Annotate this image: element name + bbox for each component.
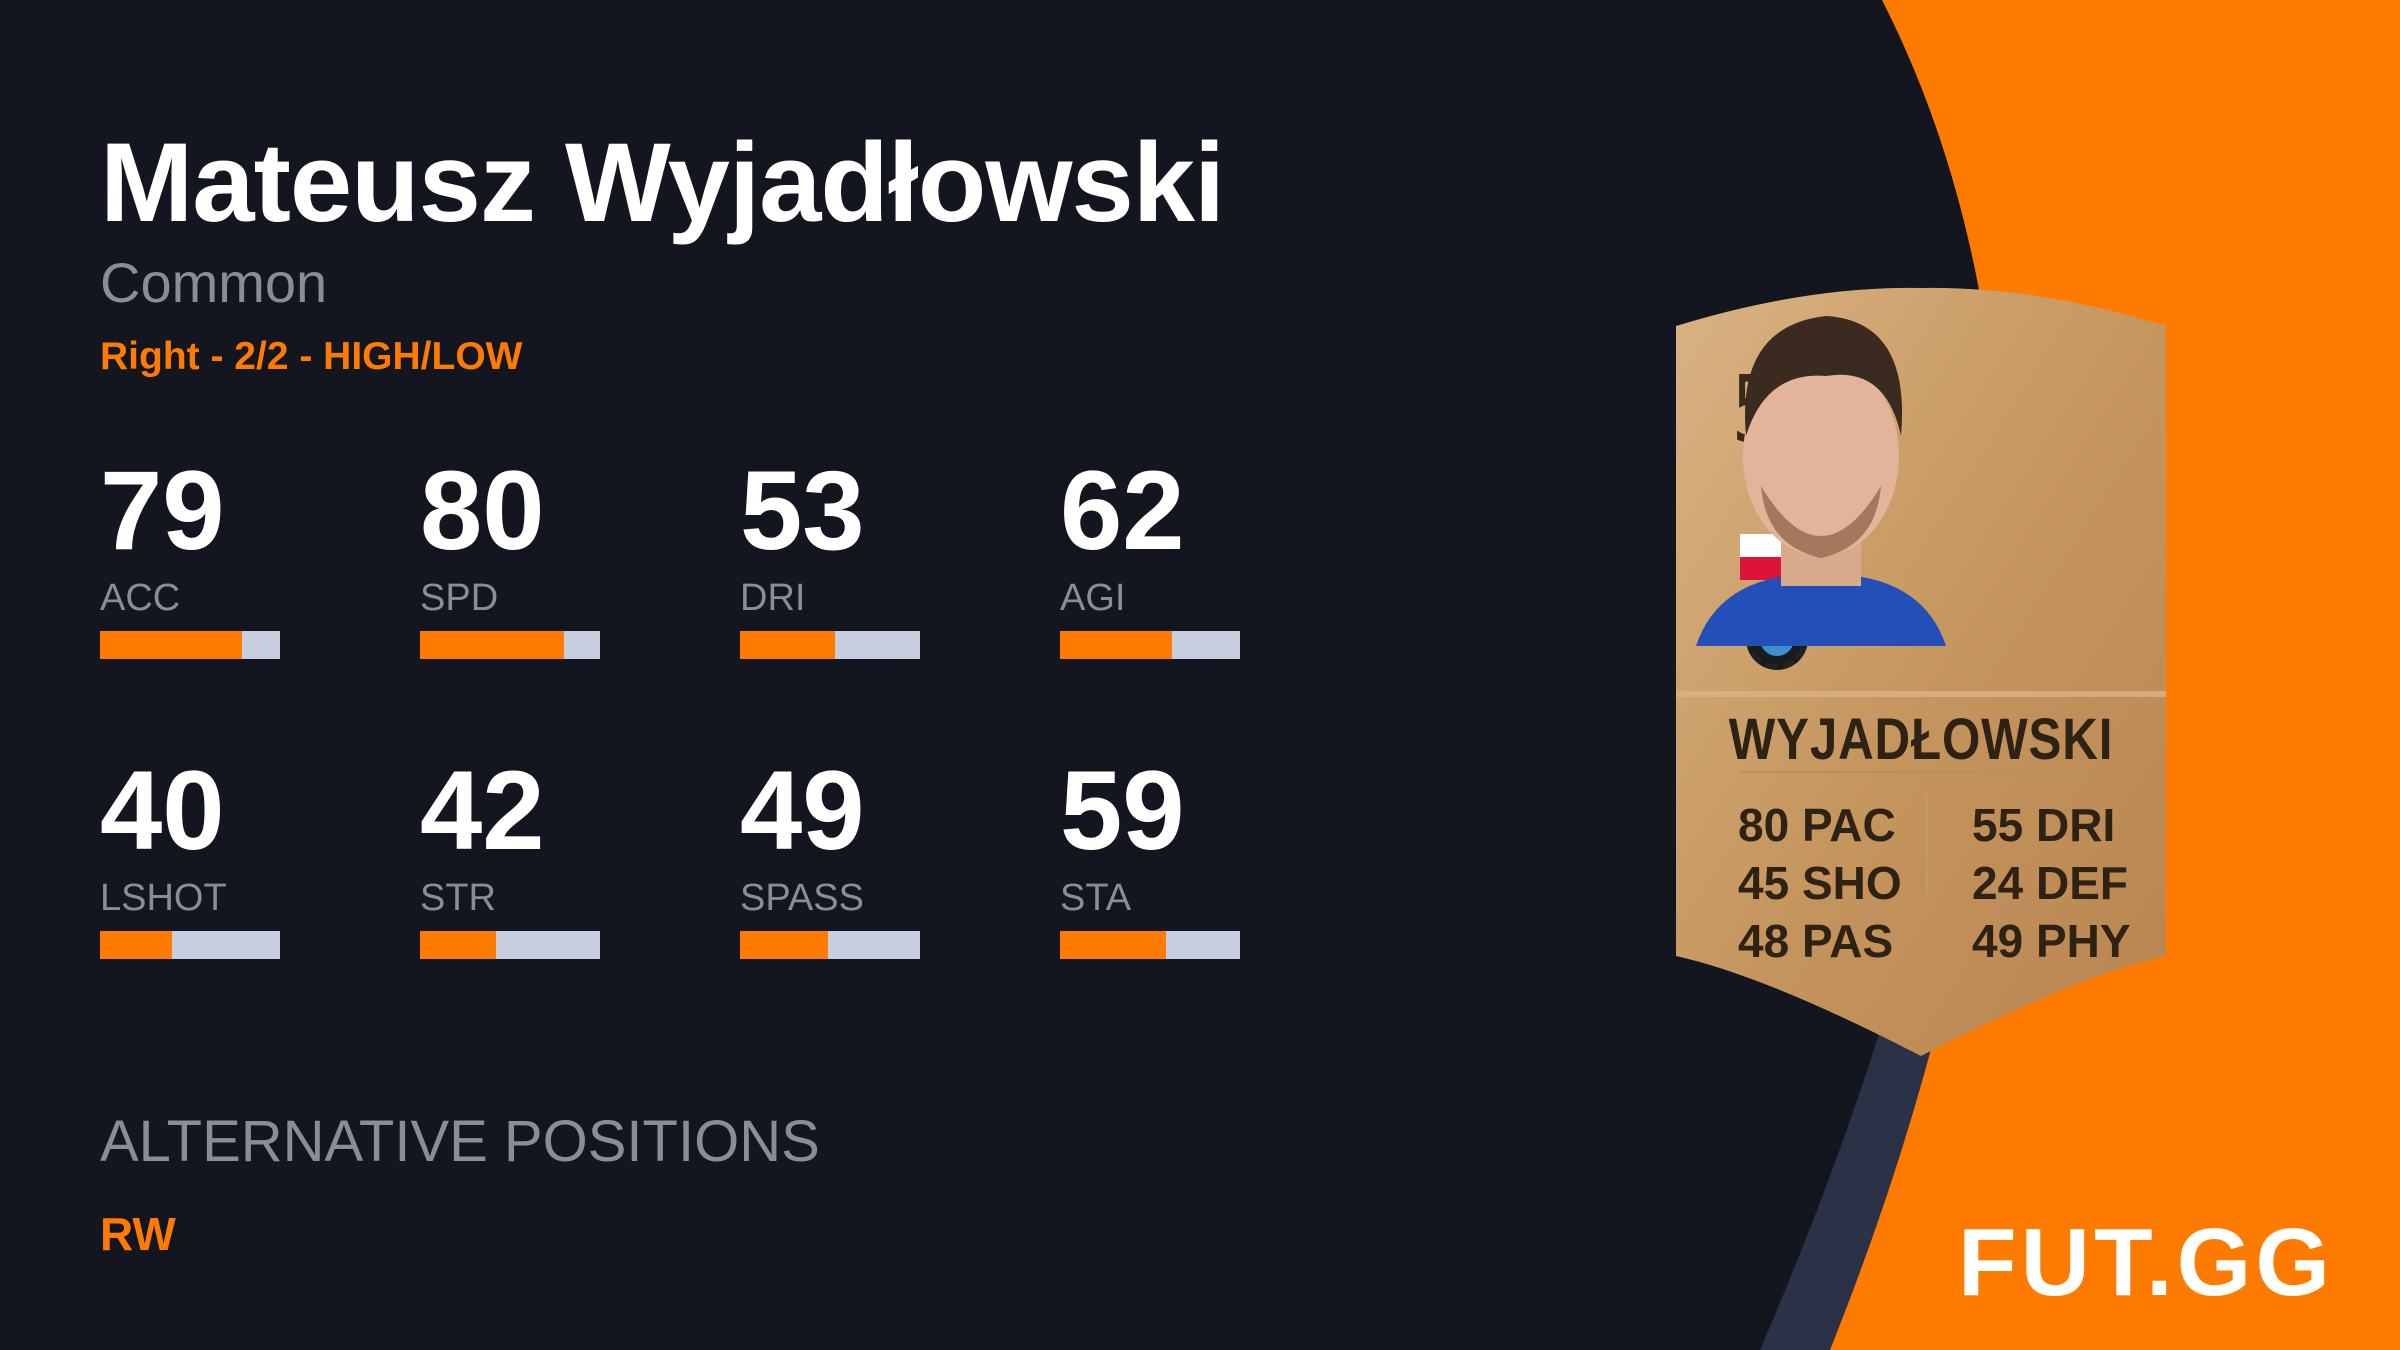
alternative-positions-value: RW — [100, 1208, 176, 1260]
stat-bar-fill — [100, 631, 243, 659]
card-divider — [1741, 771, 2101, 773]
stat-spd: 80 SPD — [420, 455, 600, 659]
stat-value: 79 — [100, 448, 225, 573]
stat-value: 42 — [420, 748, 545, 873]
stat-label: SPD — [420, 577, 499, 619]
stat-bar-fill — [100, 931, 172, 959]
card-left-stats: 80 PAC 45 SHO 48 PAS — [1738, 796, 1902, 970]
foot-skills-workrates: Right - 2/2 - HIGH/LOW — [100, 335, 523, 378]
stat-value: 59 — [1060, 748, 1185, 873]
player-rarity: Common — [100, 251, 328, 314]
stat-lshot: 40 LSHOT — [100, 755, 280, 959]
card-stat: 55 DRI — [1972, 799, 2116, 851]
stat-dri: 53 DRI — [740, 455, 920, 659]
stat-bar — [740, 631, 920, 659]
stat-spass: 49 SPASS — [740, 755, 920, 959]
stat-label: STA — [1060, 877, 1132, 919]
stat-value: 40 — [100, 748, 225, 873]
card-stat: 45 SHO — [1738, 857, 1902, 909]
stat-bar — [420, 631, 600, 659]
player-photo — [1696, 316, 1946, 646]
stat-bar — [740, 931, 920, 959]
stat-sta: 59 STA — [1060, 755, 1240, 959]
stat-label: DRI — [740, 577, 806, 619]
alternative-positions-title: ALTERNATIVE POSITIONS — [100, 1109, 820, 1174]
stat-str: 42 STR — [420, 755, 600, 959]
stat-bar-fill — [1060, 931, 1167, 959]
stat-label: ACC — [100, 577, 181, 619]
stat-value: 80 — [420, 448, 545, 573]
stat-bar-fill — [740, 931, 829, 959]
stat-label: SPASS — [740, 877, 864, 919]
card-stat: 48 PAS — [1738, 915, 1894, 967]
stat-value: 53 — [740, 448, 865, 573]
stat-bar — [420, 931, 600, 959]
stat-bar-fill — [420, 631, 564, 659]
stat-bar — [100, 631, 280, 659]
card-vertical-divider — [1926, 794, 1928, 894]
stat-bar-fill — [740, 631, 836, 659]
stat-value: 49 — [740, 748, 865, 873]
futgg-logo[interactable]: FUT.GG — [1958, 1209, 2334, 1316]
card-stat: 24 DEF — [1972, 857, 2128, 909]
stat-agi: 62 AGI — [1060, 455, 1240, 659]
card-stat: 49 PHY — [1972, 915, 2131, 967]
stat-bar-fill — [420, 931, 496, 959]
card-player-name: WYJADŁOWSKI — [1728, 707, 2114, 772]
player-name: Mateusz Wyjadłowski — [100, 120, 1225, 245]
stat-acc: 79 ACC — [100, 455, 280, 659]
stat-bar-fill — [1060, 631, 1172, 659]
card-right-stats: 55 DRI 24 DEF 49 PHY — [1972, 796, 2131, 970]
stat-value: 62 — [1060, 448, 1185, 573]
stat-label: STR — [420, 877, 496, 919]
stat-bar — [100, 931, 280, 959]
stat-bar — [1060, 631, 1240, 659]
stat-label: LSHOT — [100, 877, 227, 919]
card-stat: 80 PAC — [1738, 799, 1896, 851]
stat-label: AGI — [1060, 577, 1126, 619]
stat-bar — [1060, 931, 1240, 959]
